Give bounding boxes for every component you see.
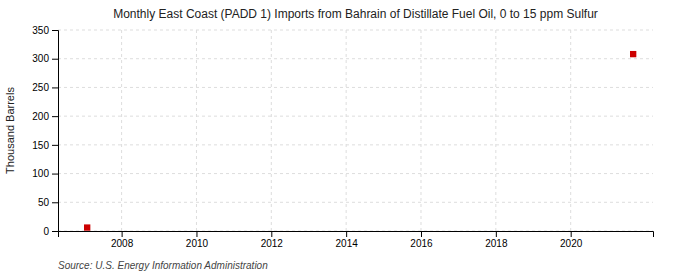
y-tick-label: 250 [32, 82, 49, 93]
y-tick: 250 [32, 82, 58, 93]
x-tick: 2010 [186, 231, 209, 249]
x-tick-label: 2014 [336, 238, 359, 249]
x-tick-mark [571, 231, 572, 237]
y-tick: 100 [32, 168, 58, 179]
x-tick: 2020 [560, 231, 583, 249]
x-tick-mark [122, 231, 123, 237]
y-tick-label: 200 [32, 111, 49, 122]
y-tick-label: 300 [32, 53, 49, 64]
y-tick: 0 [43, 226, 58, 237]
y-tick-mark [52, 116, 58, 117]
x-tick: 2018 [485, 231, 508, 249]
x-grid-line [420, 30, 421, 231]
y-grid-line [58, 58, 653, 59]
title: Monthly East Coast (PADD 1) Imports from… [113, 7, 598, 21]
x-tick: 2008 [111, 231, 134, 249]
y-tick-label: 50 [38, 197, 50, 208]
y-tick-mark [52, 174, 58, 175]
y-grid-line [58, 144, 653, 145]
x-tick-mark [496, 231, 497, 237]
y-tick-mark [52, 231, 58, 232]
grid [58, 30, 653, 231]
y-axis: 0 50 100 150 200 250 300 350 [32, 25, 58, 237]
x-grid-line [346, 30, 347, 231]
x-grid-line [121, 30, 122, 231]
y-grid-line [58, 202, 653, 203]
x-tick-label: 2018 [485, 238, 508, 249]
plot: 2008 2010 2012 2014 2016 2018 2020 0 50 100 150 200… [32, 25, 653, 249]
x-grid-line [570, 30, 571, 231]
x-tick-mark [271, 231, 272, 237]
x-grid-line [196, 30, 197, 231]
y-tick-mark [52, 202, 58, 203]
point [630, 51, 636, 57]
y-axis-title: Thousand Barrels [4, 87, 16, 174]
y-tick-mark [52, 59, 58, 60]
x-tick-label: 2008 [111, 238, 134, 249]
y-tick-label: 0 [43, 226, 49, 237]
y-tick: 200 [32, 111, 58, 122]
y-grid-line [58, 87, 653, 88]
x-tick-label: 2010 [186, 238, 209, 249]
x-tick-label: 2016 [410, 238, 433, 249]
point [84, 224, 90, 230]
source: Source: U.S. Energy Information Administ… [58, 260, 268, 271]
x-tick-label: 2012 [261, 238, 284, 249]
y-tick: 50 [38, 197, 58, 208]
chart: 2008 2010 2012 2014 2016 2018 2020 0 50 100 150 200… [0, 0, 675, 275]
y-grid-line [58, 173, 653, 174]
y-tick-mark [52, 145, 58, 146]
y-grid-line [58, 30, 653, 31]
marks [84, 51, 636, 231]
x-grid-line [495, 30, 496, 231]
x-axis: 2008 2010 2012 2014 2016 2018 2020 [59, 231, 654, 249]
x-tick-mark [196, 231, 197, 237]
x-tick: 2016 [410, 231, 433, 249]
y-tick: 350 [32, 25, 58, 36]
x-tick-label: 2020 [560, 238, 583, 249]
y-grid-line [58, 116, 653, 117]
y-tick-label: 100 [32, 168, 49, 179]
y-tick: 150 [32, 140, 58, 151]
x-grid-line [271, 30, 272, 231]
y-axis-line [52, 31, 59, 232]
y-tick-mark [52, 87, 58, 88]
y-tick: 300 [32, 53, 58, 64]
x-tick-mark [346, 231, 347, 237]
x-axis-line [59, 232, 654, 238]
y-tick-mark [52, 30, 58, 31]
x-tick: 2012 [261, 231, 284, 249]
y-tick-label: 350 [32, 25, 49, 36]
x-tick: 2014 [336, 231, 359, 249]
x-tick-mark [421, 231, 422, 237]
y-tick-label: 150 [32, 140, 49, 151]
